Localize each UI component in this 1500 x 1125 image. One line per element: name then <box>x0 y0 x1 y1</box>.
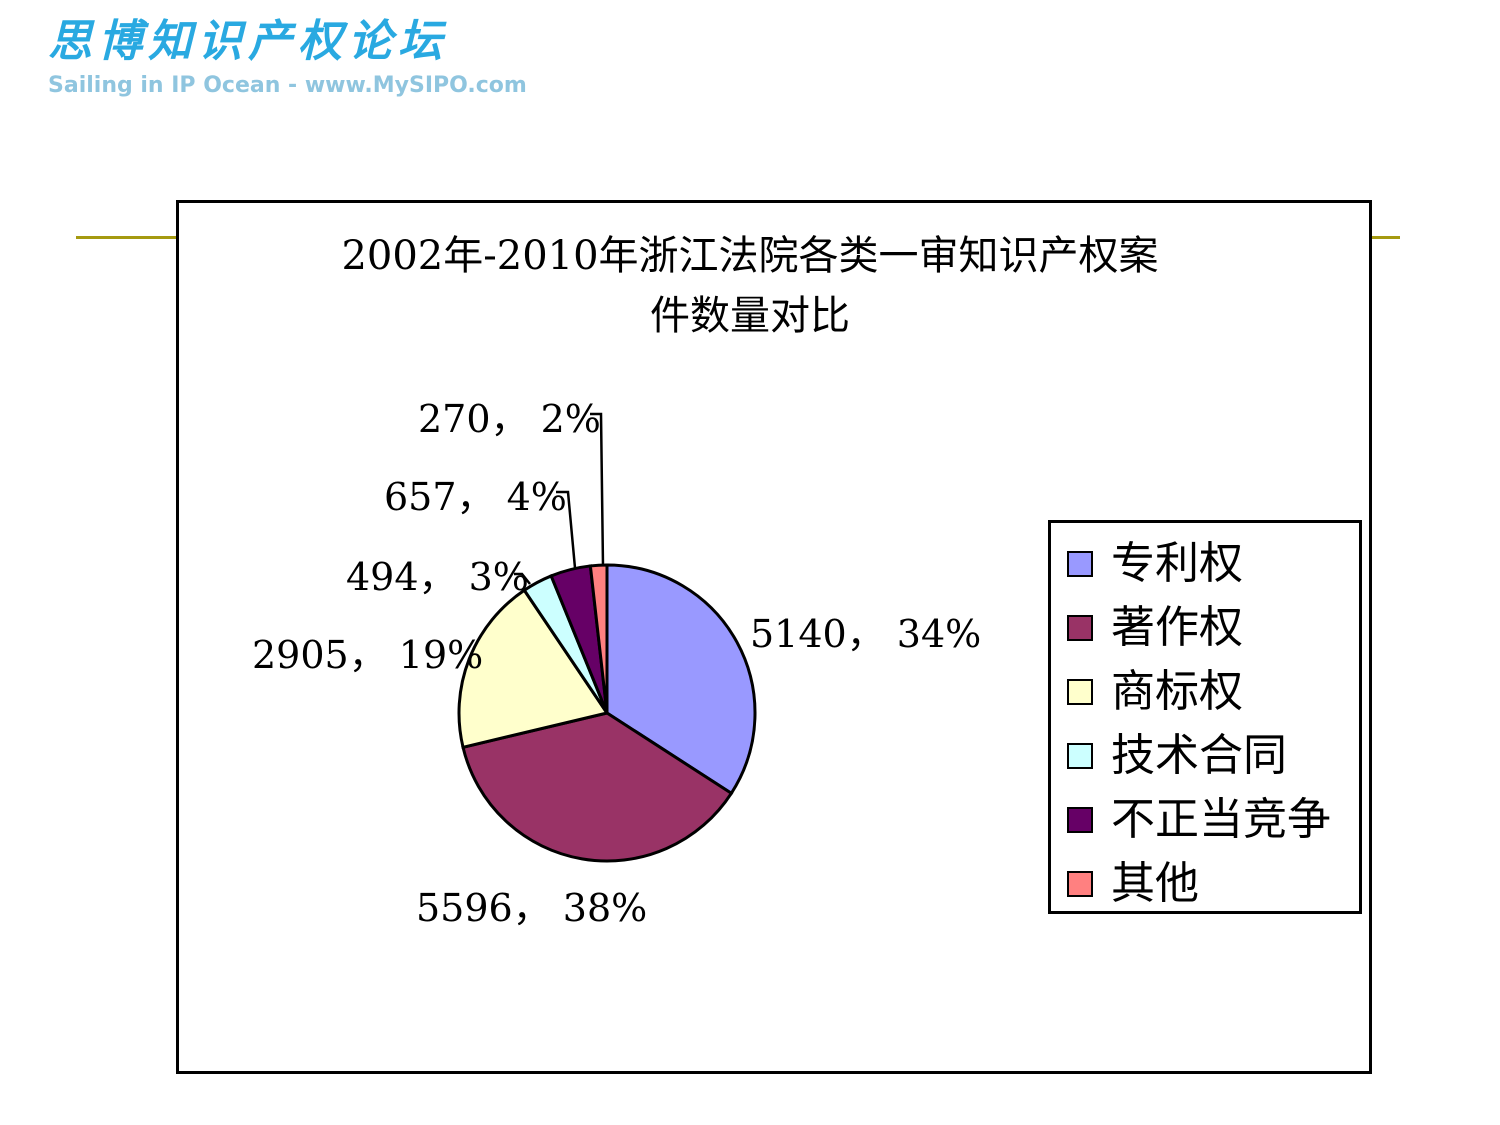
legend-label: 技术合同 <box>1111 730 1287 781</box>
legend-item-tech-contract: 技术合同 <box>1067 725 1287 787</box>
data-label-copyright: 5596， 38% <box>416 886 647 930</box>
chart-title-line-1: 2002年-2010年浙江法院各类一审知识产权案 <box>341 233 1159 279</box>
legend-swatch <box>1067 743 1093 769</box>
legend-swatch <box>1067 551 1093 577</box>
legend-label: 专利权 <box>1111 538 1243 589</box>
data-label-trademark: 2905， 19% <box>252 633 483 677</box>
leader-line-unfair-competition <box>556 490 577 569</box>
legend-item-other: 其他 <box>1067 853 1199 915</box>
pie-slice-other <box>588 563 609 714</box>
legend-swatch <box>1067 615 1093 641</box>
chart-title-line-2: 件数量对比 <box>650 293 850 339</box>
pie-slice-trademark <box>457 588 610 750</box>
legend-item-copyright: 著作权 <box>1067 597 1243 659</box>
header-rule-right <box>1366 236 1400 239</box>
legend-item-unfair-competition: 不正当竞争 <box>1067 789 1331 851</box>
legend-item-trademark: 商标权 <box>1067 661 1243 723</box>
legend-label: 商标权 <box>1111 666 1243 717</box>
leader-line-tech-contract <box>514 572 531 585</box>
legend-item-patent: 专利权 <box>1067 533 1243 595</box>
legend-swatch <box>1067 679 1093 705</box>
pie-slice-copyright <box>461 711 734 863</box>
data-label-other: 270， 2% <box>418 397 601 441</box>
logo-chinese-text: 思博知识产权论坛 <box>48 16 448 67</box>
chart-legend: 专利权 著作权 商标权 技术合同 不正当竞争 其他 <box>1048 520 1362 914</box>
data-label-patent: 5140， 34% <box>750 612 981 656</box>
data-label-unfair-competition: 657， 4% <box>384 475 567 519</box>
logo-english-text: Sailing in IP Ocean - www.MySIPO.com <box>48 73 527 98</box>
header-rule-left <box>76 236 180 239</box>
legend-label: 不正当竞争 <box>1111 794 1331 845</box>
legend-swatch <box>1067 871 1093 897</box>
leader-line-other <box>590 412 605 567</box>
data-label-tech-contract: 494， 3% <box>346 555 529 599</box>
legend-label: 著作权 <box>1111 602 1243 653</box>
legend-label: 其他 <box>1111 858 1199 909</box>
legend-swatch <box>1067 807 1093 833</box>
